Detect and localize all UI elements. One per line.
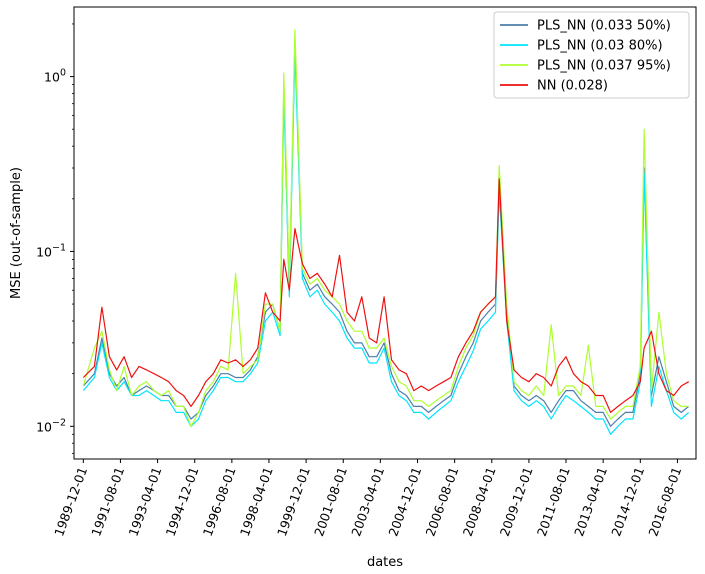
x-tick-label: 2003-04-01 [348, 465, 387, 538]
x-tick-label: 1998-04-01 [237, 465, 276, 538]
series-line-1 [82, 40, 690, 427]
series-line-4 [82, 178, 689, 413]
y-tick-label: 10−1 [36, 242, 66, 259]
x-axis-label: dates [367, 555, 403, 570]
x-tick-label: 2014-12-01 [608, 465, 647, 538]
legend-entry: PLS_NN (0.033 50%) [537, 19, 671, 34]
legend-entry: PLS_NN (0.037 95%) [537, 59, 671, 74]
legend-entry: PLS_NN (0.03 80%) [537, 39, 663, 54]
series-line-2 [82, 50, 690, 435]
x-tick-label: 1996-08-01 [200, 465, 239, 538]
legend-box [493, 11, 690, 99]
plot-area [82, 29, 690, 435]
x-tick-label: 2016-08-01 [645, 465, 684, 538]
y-tick-label: 10−2 [36, 417, 66, 434]
x-tick-label: 2013-04-01 [571, 465, 610, 538]
x-tick-label: 2006-08-01 [422, 465, 461, 538]
x-tick-label: 1989-12-01 [51, 465, 90, 538]
legend: PLS_NN (0.033 50%) PLS_NN (0.03 80%) PLS_N… [493, 11, 690, 99]
x-tick-label: 1993-04-01 [125, 465, 164, 538]
x-tick-label: 2008-04-01 [460, 465, 499, 538]
x-tick-label: 2001-08-01 [311, 465, 350, 538]
x-tick-label: 1999-12-01 [274, 465, 313, 538]
x-tick-label: 2011-08-01 [534, 465, 573, 538]
y-tick-label: 100 [44, 68, 66, 85]
series-line-3 [82, 29, 689, 427]
x-tick-label: 2004-12-01 [385, 465, 424, 538]
y-axis: 10−2 10−1 100 [36, 23, 74, 454]
legend-entry: NN (0.028) [537, 79, 608, 94]
x-tick-label: 1994-12-01 [163, 465, 202, 538]
y-axis-label: MSE (out-of-sample) [9, 167, 24, 299]
x-axis: 1989-12-011991-08-011993-04-011994-12-01… [51, 459, 684, 538]
x-tick-label: 2009-12-01 [497, 465, 536, 538]
x-tick-label: 1991-08-01 [88, 465, 127, 538]
plot-frame [73, 6, 697, 460]
